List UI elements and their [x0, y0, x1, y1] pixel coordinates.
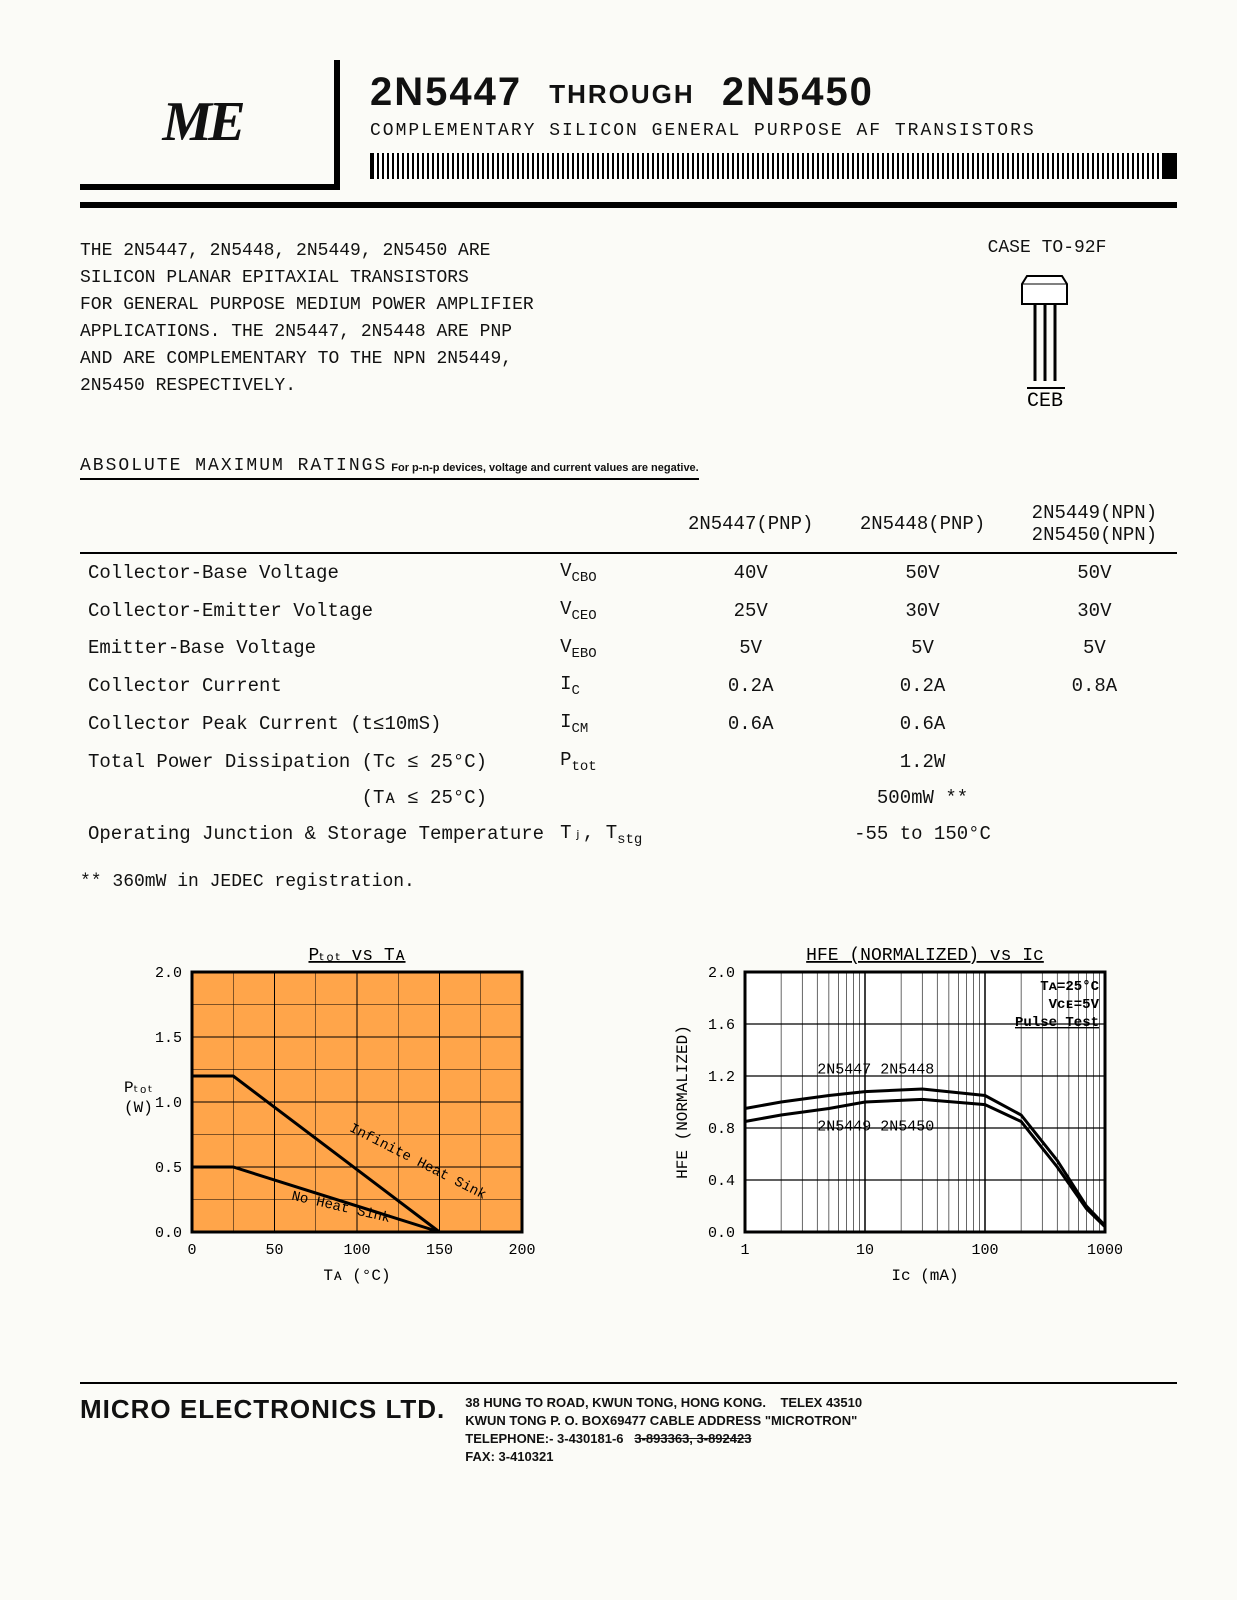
case-diagram: CEB — [987, 266, 1107, 416]
svg-text:(W): (W) — [124, 1099, 153, 1117]
svg-text:100: 100 — [972, 1242, 999, 1259]
ratings-header: ABSOLUTE MAXIMUM RATINGS For p-n-p devic… — [80, 456, 1177, 480]
svg-text:2N5449 2N5450: 2N5449 2N5450 — [817, 1118, 934, 1135]
footer-strike: 3-893363, 3-892423 — [634, 1431, 751, 1446]
company-logo: ME — [80, 60, 340, 190]
footer-address: 38 HUNG TO ROAD, KWUN TONG, HONG KONG. T… — [465, 1394, 862, 1467]
svg-text:Pulse Test: Pulse Test — [1015, 1015, 1099, 1031]
decor-bar — [370, 153, 1177, 179]
case-pin-label: CEB — [1027, 390, 1063, 413]
svg-text:1: 1 — [741, 1242, 750, 1259]
svg-text:100: 100 — [343, 1242, 370, 1259]
case-box: CASE TO-92F CEB — [917, 238, 1177, 416]
table-row: Operating Junction & Storage Temperature… — [80, 815, 1177, 854]
svg-text:0: 0 — [187, 1242, 196, 1259]
ratings-footnote: ** 360mW in JEDEC registration. — [80, 872, 1177, 892]
col-head-1: 2N5448(PNP) — [833, 496, 1012, 553]
chart-hfe-vs-ic: 2N5447 2N5448 2N5449 2N5450 Tᴀ=25°C Vᴄᴇ=5V P… — [665, 942, 1145, 1312]
footer-telex: TELEX 43510 — [780, 1395, 862, 1410]
svg-text:0.0: 0.0 — [708, 1225, 735, 1242]
svg-text:1.2: 1.2 — [708, 1069, 735, 1086]
footer-addr-l2: KWUN TONG P. O. BOX69477 CABLE ADDRESS "… — [465, 1412, 862, 1430]
svg-text:Vᴄᴇ=5V: Vᴄᴇ=5V — [1049, 997, 1100, 1013]
table-row: Total Power Dissipation (Tᴄ ≤ 25°C)Ptot1… — [80, 743, 1177, 781]
footer-addr-l3: TELEPHONE:- 3-430181-6 — [465, 1431, 623, 1446]
svg-text:Tᴀ=25°C: Tᴀ=25°C — [1040, 979, 1099, 995]
svg-text:2.0: 2.0 — [708, 965, 735, 982]
title-through: THROUGH — [535, 79, 708, 109]
svg-text:200: 200 — [508, 1242, 535, 1259]
case-title: CASE TO-92F — [917, 238, 1177, 258]
svg-text:0.0: 0.0 — [155, 1225, 182, 1242]
svg-text:1000: 1000 — [1087, 1242, 1123, 1259]
svg-text:2N5447 2N5448: 2N5447 2N5448 — [817, 1061, 934, 1078]
footer-company: MICRO ELECTRONICS LTD. — [80, 1394, 445, 1425]
col-head-2: 2N5449(NPN) 2N5450(NPN) — [1012, 496, 1177, 553]
ratings-section: ABSOLUTE MAXIMUM RATINGS For p-n-p devic… — [80, 456, 1177, 892]
intro-text: THE 2N5447, 2N5448, 2N5449, 2N5450 ARE S… — [80, 238, 877, 416]
header: ME 2N5447 THROUGH 2N5450 COMPLEMENTARY S… — [80, 60, 1177, 208]
chart-ptot-vs-ta: Infinite Heat SinkNo Heat Sink0501001502… — [112, 942, 552, 1312]
svg-text:Pₜₒₜ vs Tᴀ: Pₜₒₜ vs Tᴀ — [308, 946, 405, 966]
table-row: Collector-Emitter VoltageVCEO25V30V30V — [80, 592, 1177, 630]
table-row: (Tᴀ ≤ 25°C)500mW ** — [80, 781, 1177, 815]
svg-text:0.8: 0.8 — [708, 1121, 735, 1138]
svg-text:150: 150 — [426, 1242, 453, 1259]
svg-text:10: 10 — [856, 1242, 874, 1259]
ratings-table: 2N5447(PNP) 2N5448(PNP) 2N5449(NPN) 2N54… — [80, 496, 1177, 854]
svg-text:0.5: 0.5 — [155, 1160, 182, 1177]
svg-text:1.5: 1.5 — [155, 1030, 182, 1047]
svg-text:1.0: 1.0 — [155, 1095, 182, 1112]
charts-row: Infinite Heat SinkNo Heat Sink0501001502… — [80, 942, 1177, 1312]
svg-text:HFE (NORMALIZED): HFE (NORMALIZED) — [674, 1025, 692, 1179]
svg-text:0.4: 0.4 — [708, 1173, 735, 1190]
footer: MICRO ELECTRONICS LTD. 38 HUNG TO ROAD, … — [80, 1382, 1177, 1467]
title-right: 2N5450 — [722, 70, 874, 114]
footer-fax: FAX: 3-410321 — [465, 1448, 862, 1466]
footer-addr-l1: 38 HUNG TO ROAD, KWUN TONG, HONG KONG. — [465, 1395, 766, 1410]
svg-text:Pₜₒₜ: Pₜₒₜ — [124, 1079, 153, 1097]
page-title: 2N5447 THROUGH 2N5450 — [370, 70, 1177, 115]
ratings-title: ABSOLUTE MAXIMUM RATINGS — [80, 456, 387, 480]
page-subtitle: COMPLEMENTARY SILICON GENERAL PURPOSE AF… — [370, 121, 1177, 141]
table-row: Collector-Base VoltageVCBO40V50V50V — [80, 553, 1177, 592]
title-left: 2N5447 — [370, 70, 522, 114]
svg-text:HFE (NORMALIZED) vs Iᴄ: HFE (NORMALIZED) vs Iᴄ — [806, 946, 1044, 966]
svg-text:50: 50 — [265, 1242, 283, 1259]
svg-text:Iᴄ (mA): Iᴄ (mA) — [892, 1267, 959, 1285]
table-row: Collector CurrentIC0.2A0.2A0.8A — [80, 667, 1177, 705]
table-row: Collector Peak Current (t≤10mS)ICM0.6A0.… — [80, 705, 1177, 743]
table-row: Emitter-Base VoltageVEBO5V5V5V — [80, 630, 1177, 668]
title-block: 2N5447 THROUGH 2N5450 COMPLEMENTARY SILI… — [370, 60, 1177, 179]
datasheet-page: ME 2N5447 THROUGH 2N5450 COMPLEMENTARY S… — [0, 0, 1237, 1600]
svg-text:Tᴀ (°C): Tᴀ (°C) — [323, 1267, 390, 1285]
ratings-note: For p-n-p devices, voltage and current v… — [387, 462, 698, 480]
svg-text:2.0: 2.0 — [155, 965, 182, 982]
svg-text:1.6: 1.6 — [708, 1017, 735, 1034]
ratings-table-head: 2N5447(PNP) 2N5448(PNP) 2N5449(NPN) 2N54… — [80, 496, 1177, 553]
col-head-0: 2N5447(PNP) — [668, 496, 833, 553]
intro-row: THE 2N5447, 2N5448, 2N5449, 2N5450 ARE S… — [80, 238, 1177, 416]
